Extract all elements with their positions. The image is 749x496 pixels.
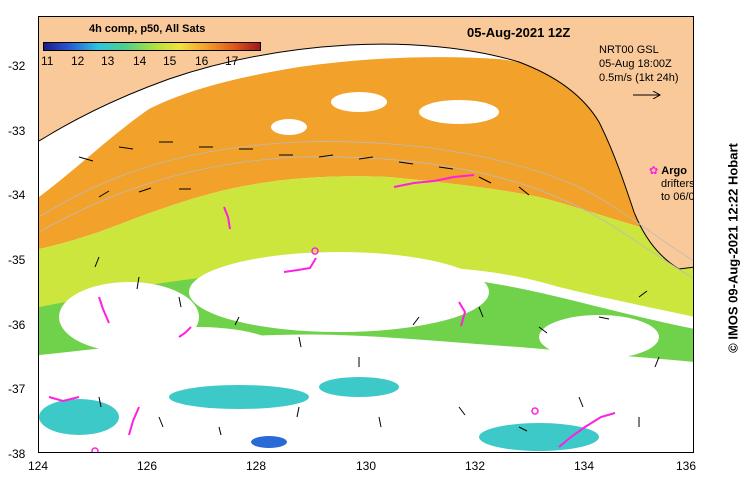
x-tick-label: 128 [246, 459, 266, 473]
map-plot: 4h comp, p50, All Sats 11 12 13 14 15 16… [38, 16, 694, 453]
coastline [39, 43, 693, 270]
colorbar-panel: 4h comp, p50, All Sats 11 12 13 14 15 16… [41, 21, 261, 68]
argo-marker-icon: ✿ [649, 165, 659, 177]
bathymetry-contour [39, 141, 693, 262]
argo-floats [91, 247, 539, 452]
y-tick-label: -32 [8, 59, 26, 73]
current-source: NRT00 GSL [599, 44, 659, 56]
y-tick-label: -38 [8, 447, 26, 461]
x-tick-label: 126 [137, 459, 157, 473]
colorbar-title: 4h comp, p50, All Sats [89, 23, 206, 35]
current-arrows [78, 141, 660, 436]
colorbar-tick: 13 [101, 54, 115, 68]
sst-cold-patches [39, 377, 599, 451]
x-tick-label: 134 [574, 459, 594, 473]
colorbar-tick-labels: 11 12 13 14 15 16 17 [41, 54, 261, 68]
colorbar-tick: 12 [71, 54, 85, 68]
colorbar-tick: 16 [195, 54, 209, 68]
current-scale: 0.5m/s (1kt 24h) [599, 72, 679, 84]
y-axis-labels: -32 -33 -34 -35 -36 -37 -38 [8, 59, 26, 461]
y-tick-label: -36 [8, 318, 26, 332]
x-axis-labels: 124 126 128 130 132 134 136 [28, 459, 696, 473]
drifter-tracks [48, 174, 616, 448]
map-canvas [39, 17, 693, 452]
colorbar-tick: 11 [41, 54, 54, 68]
y-tick-label: -34 [8, 188, 26, 202]
drifters-line1: drifters@12h [661, 178, 693, 190]
x-tick-label: 136 [676, 459, 696, 473]
imos-credit: © IMOS 09-Aug-2021 12:22 Hobart [725, 143, 741, 353]
x-tick-label: 132 [465, 459, 485, 473]
y-tick-label: -37 [8, 382, 26, 396]
colorbar-tick: 15 [163, 54, 177, 68]
x-tick-label: 124 [28, 459, 48, 473]
current-time: 05-Aug 18:00Z [599, 58, 672, 70]
y-tick-label: -33 [8, 124, 26, 138]
current-legend: NRT00 GSL 05-Aug 18:00Z 0.5m/s (1kt 24h) [599, 43, 678, 103]
date-title: 05-Aug-2021 12Z [467, 25, 571, 40]
drifters-line2: to 06/08 12Z [661, 191, 693, 203]
y-tick-label: -35 [8, 253, 26, 267]
cloud-gaps [59, 92, 659, 400]
sst-warm-band [39, 57, 659, 249]
scale-arrow-icon [633, 89, 678, 103]
x-tick-label: 130 [356, 459, 376, 473]
colorbar-tick: 14 [133, 54, 147, 68]
colorbar-gradient [43, 42, 261, 51]
bathymetry-contour [39, 156, 693, 279]
drifter-legend: ✿ Argo drifters@12h to 06/08 12Z [649, 165, 693, 204]
colorbar-tick: 17 [225, 54, 239, 68]
argo-label: Argo [661, 165, 687, 177]
